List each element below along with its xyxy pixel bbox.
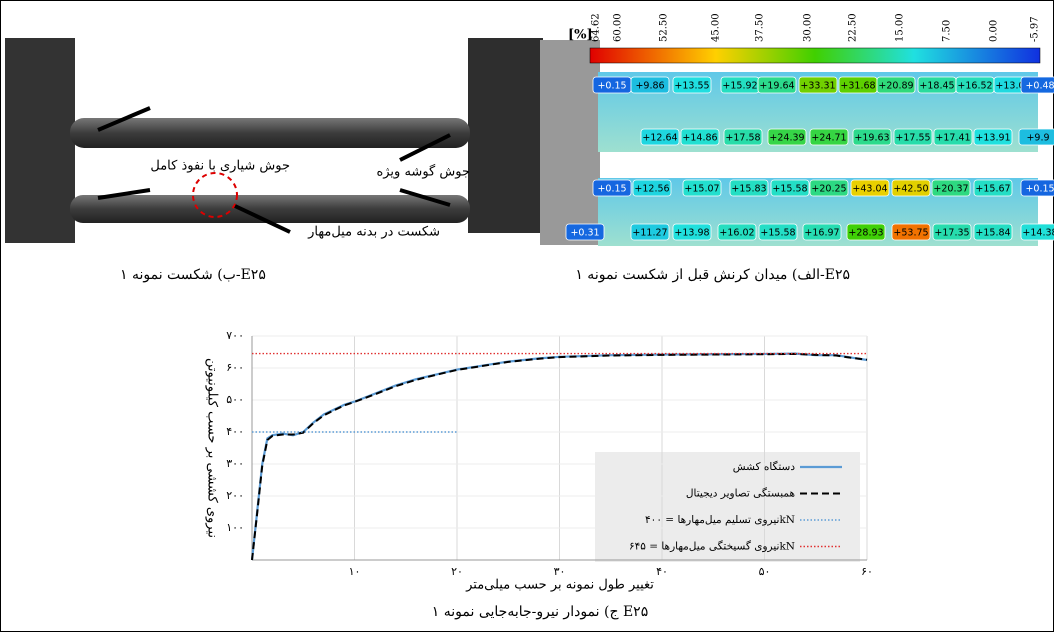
strain-label: +33.31 [800,81,835,92]
strain-label: +20.25 [811,184,846,195]
y-tick-label: ۶۰۰ [226,361,244,374]
strain-label: +0.48 [1025,81,1054,92]
strain-label: +13.91 [975,133,1010,144]
y-tick-label: ۳۰۰ [226,457,244,470]
strain-label: +28.93 [848,228,883,239]
strain-label: +20.37 [933,184,968,195]
strain-label: +15.67 [975,184,1010,195]
annotation: جوش شیاری با نفوذ کامل [150,159,290,174]
x-axis-label: تغییر طول نمونه بر حسب میلی‌متر [465,578,654,593]
colorbar-tick-label: 0.00 [989,20,1000,42]
strain-label: +18.45 [919,81,954,92]
strain-label: +15.83 [731,184,766,195]
strain-label: +16.52 [957,81,992,92]
y-tick-label: ۷۰۰ [226,329,244,342]
x-tick-label: ۴۰ [656,565,668,578]
legend-label: دستگاه کشش [733,460,796,473]
x-tick-label: ۱۰ [349,565,361,578]
colorbar-tick-label: 45.00 [711,13,722,42]
y-tick-label: ۴۰۰ [226,425,244,438]
strain-label: +17.58 [725,133,760,144]
strain-label: +0.15 [1025,184,1054,195]
colorbar-tick-label: -5.97 [1030,16,1041,42]
strain-label: +15.07 [684,184,719,195]
colorbar-tick-label: 37.50 [755,13,766,42]
strain-label: +17.41 [935,133,970,144]
strain-label: +15.92 [722,81,757,92]
colorbar-tick-label: 52.50 [659,13,670,42]
annotation: جوش گوشه ویژه [376,164,470,180]
strain-label: +19.64 [759,81,794,92]
strain-label: +53.75 [893,228,928,239]
strain-label: +15.84 [975,228,1010,239]
strain-label: +24.71 [811,133,846,144]
y-axis-label: نیروی کششی بر حسب کیلونیوتن [205,358,220,538]
legend-label: نیروی تسلیم میل‌مهارها = ۴۰۰kN [645,514,795,526]
strain-label: +24.39 [769,133,804,144]
colorbar-tick-label: 60.00 [613,13,624,42]
strain-label: +12.56 [634,184,669,195]
chart-title: ج) نمودار نیرو-جابه‌جایی نمونه ۱ E۲۵ [432,604,648,620]
strain-label: +42.50 [893,184,928,195]
colorbar-tick-label: 15.00 [895,13,906,42]
strain-label: +0.31 [570,228,599,239]
colorbar-unit: [%] [568,28,593,43]
strain-label: +9.9 [1026,133,1049,144]
x-tick-label: ۲۰ [451,565,463,578]
annotation: شکست در بدنه میل‌مهار [307,225,440,240]
legend-label: نیروی گسیختگی میل‌مهارها = ۶۴۵kN [629,540,795,553]
figure: ب) شکست نمونه ۱-E۲۵ جوش شیاری با نفوذ کا… [0,0,1054,632]
strain-label: +14.86 [682,133,717,144]
y-tick-label: ۱۰۰ [226,521,244,534]
x-tick-label: ۶۰ [861,565,873,578]
strain-label: +31.68 [840,81,875,92]
strain-label: +0.15 [597,184,626,195]
caption: الف) میدان کرنش قبل از شکست نمونه ۱-E۲۵ [575,267,850,283]
strain-label: +13.98 [674,228,709,239]
legend-label: همبستگی تصاویر دیجیتال [686,487,796,500]
strain-label: +14.38 [1022,228,1054,239]
strain-label: +13.55 [674,81,709,92]
caption: ب) شکست نمونه ۱-E۲۵ [120,267,266,283]
strain-label: +17.55 [895,133,930,144]
x-tick-label: ۵۰ [759,565,771,578]
strain-label: +15.58 [760,228,795,239]
strain-label: +9.86 [635,81,664,92]
strain-label: +17.35 [934,228,969,239]
x-tick-label: ۳۰ [554,565,566,578]
strain-label: +15.58 [772,184,807,195]
colorbar-tick-label: 7.50 [942,20,953,42]
y-tick-label: ۵۰۰ [226,393,244,406]
strain-label: +12.64 [642,133,677,144]
strain-label: +20.89 [878,81,913,92]
strain-label: +43.04 [852,184,887,195]
strain-label: +0.15 [597,81,626,92]
strain-label: +16.97 [804,228,839,239]
strain-label: +19.63 [854,133,889,144]
colorbar-tick-label: 30.00 [803,13,814,42]
strain-label: +11.27 [632,228,667,239]
colorbar-tick-label: 64.62 [591,13,602,42]
strain-label: +16.02 [719,228,754,239]
colorbar-tick-label: 22.50 [848,13,859,42]
y-tick-label: ۲۰۰ [226,489,244,502]
